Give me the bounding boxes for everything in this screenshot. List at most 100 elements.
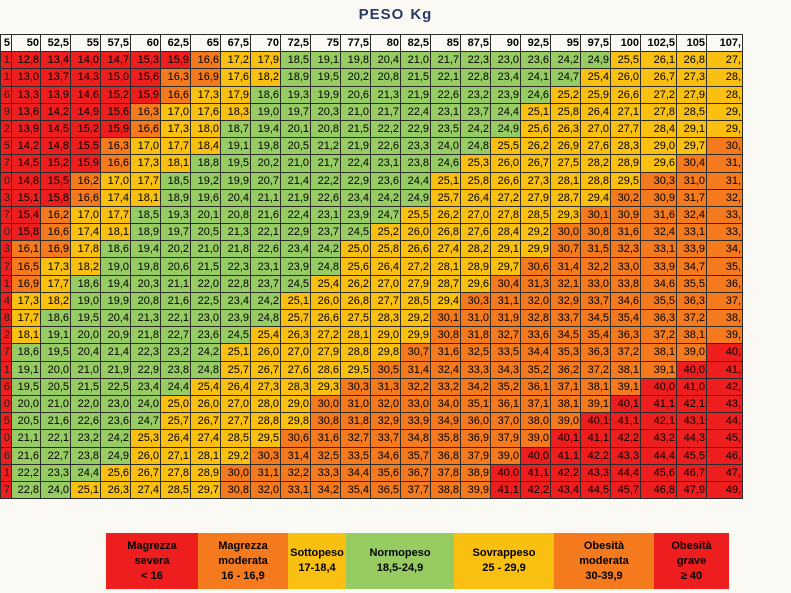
bmi-cell: 19,1 xyxy=(310,51,341,70)
bmi-cell: 29,9 xyxy=(400,326,431,345)
weight-header-cell: 52,5 xyxy=(40,33,71,53)
bmi-cell: 28,5 xyxy=(220,429,251,448)
bmi-cell: 19,1 xyxy=(40,326,71,345)
bmi-cell: 36,8 xyxy=(430,446,461,465)
bmi-cell: 20,4 xyxy=(100,308,131,328)
bmi-cell: 28,6 xyxy=(310,360,341,379)
bmi-cell: 26,1 xyxy=(640,51,677,70)
bmi-cell: 28,9 xyxy=(610,154,641,173)
bmi-cell: 17,3 xyxy=(190,85,221,104)
bmi-cell: 29,2 xyxy=(220,446,251,465)
bmi-cell: 15,8 xyxy=(11,223,41,242)
bmi-cell: 19,0 xyxy=(250,102,281,121)
bmi-cell: 35,2 xyxy=(520,360,551,379)
bmi-cell: 28,8 xyxy=(250,412,281,431)
bmi-cell: 21,3 xyxy=(220,223,251,242)
bmi-cell: 21,4 xyxy=(280,171,311,190)
bmi-cell: 19,7 xyxy=(160,223,191,242)
bmi-cell: 22,0 xyxy=(70,394,101,414)
bmi-cell: 29,3 xyxy=(550,205,581,225)
bmi-cell: 24,2 xyxy=(460,119,491,139)
bmi-cell: 19,8 xyxy=(340,51,371,70)
bmi-cell: 16,5 xyxy=(11,257,41,276)
bmi-cell: 21,9 xyxy=(340,137,371,156)
bmi-cell: 44, xyxy=(706,412,743,431)
bmi-cell: 25,0 xyxy=(160,394,191,414)
bmi-cell: 18,5 xyxy=(280,51,311,70)
height-cell: 1 xyxy=(0,463,12,482)
bmi-cell: 31,6 xyxy=(640,205,677,225)
legend-text: Sottopeso xyxy=(290,547,344,559)
legend-item-magrezza-moderata: Magrezza moderata 16 - 16,9 xyxy=(198,533,288,589)
bmi-cell: 28,0 xyxy=(250,394,281,414)
bmi-cell: 17,3 xyxy=(160,119,191,139)
bmi-cell: 16,9 xyxy=(40,240,71,259)
bmi-cell: 15,3 xyxy=(130,51,161,70)
table-row: 9 13,6 14,2 14,9 15,6 16,3 17,0 17,6 18,3 19,0 19,… xyxy=(0,102,743,121)
bmi-cell: 35,3 xyxy=(550,343,581,362)
bmi-cell: 35,8 xyxy=(430,429,461,448)
height-cell: 7 xyxy=(0,343,12,362)
bmi-cell: 29,7 xyxy=(190,480,221,500)
bmi-cell: 26,6 xyxy=(400,240,431,259)
bmi-cell: 23,1 xyxy=(310,205,341,225)
bmi-cell: 16,9 xyxy=(190,68,221,87)
bmi-cell: 46, xyxy=(706,446,743,465)
bmi-cell: 25,8 xyxy=(550,102,581,121)
bmi-cell: 27,7 xyxy=(610,119,641,139)
bmi-cell: 18,2 xyxy=(40,291,71,311)
legend-text: severa xyxy=(134,554,170,567)
bmi-cell: 34,2 xyxy=(460,377,491,396)
bmi-cell: 17,9 xyxy=(250,51,281,70)
bmi-cell: 27,4 xyxy=(430,240,461,259)
bmi-cell: 23,8 xyxy=(400,154,431,173)
bmi-cell: 22,1 xyxy=(160,308,191,328)
bmi-cell: 27,0 xyxy=(220,394,251,414)
height-cell: 0 xyxy=(0,394,12,414)
bmi-cell: 21,5 xyxy=(340,119,371,139)
legend-text: Sovrappeso xyxy=(472,547,536,559)
bmi-cell: 27,2 xyxy=(490,188,521,207)
bmi-cell: 17,4 xyxy=(70,223,101,242)
height-cell: 9 xyxy=(0,102,12,121)
bmi-cell: 34,8 xyxy=(400,429,431,448)
bmi-cell: 27,0 xyxy=(580,119,611,139)
bmi-cell: 17,6 xyxy=(220,68,251,87)
bmi-cell: 24,9 xyxy=(580,51,611,70)
bmi-cell: 26,3 xyxy=(280,326,311,345)
bmi-cell: 24,2 xyxy=(250,291,281,311)
bmi-cell: 18,1 xyxy=(11,326,41,345)
bmi-cell: 27,3 xyxy=(676,68,707,87)
bmi-cell: 24,6 xyxy=(520,85,551,104)
bmi-cell: 20,7 xyxy=(250,171,281,190)
bmi-cell: 25,4 xyxy=(310,274,341,293)
bmi-cell: 22,6 xyxy=(250,240,281,259)
bmi-cell: 19,8 xyxy=(250,137,281,156)
bmi-cell: 33,9 xyxy=(676,240,707,259)
bmi-cell: 31,4 xyxy=(550,257,581,276)
table-row: 5 20,5 21,6 22,6 23,6 24,7 25,7 26,7 27,7 28,8 29,… xyxy=(0,412,743,431)
bmi-cell: 27,9 xyxy=(520,188,551,207)
bmi-cell: 28,3 xyxy=(610,137,641,156)
bmi-cell: 20,5 xyxy=(40,377,71,396)
bmi-cell: 27,8 xyxy=(640,102,677,121)
bmi-cell: 18,1 xyxy=(130,188,161,207)
bmi-cell: 32,2 xyxy=(400,377,431,396)
bmi-cell: 42,2 xyxy=(550,463,581,482)
legend-text: grave xyxy=(676,554,707,567)
bmi-cell: 43,2 xyxy=(640,429,677,448)
bmi-cell: 22,6 xyxy=(370,137,401,156)
bmi-cell: 22,6 xyxy=(310,188,341,207)
bmi-cell: 25,7 xyxy=(220,360,251,379)
bmi-cell: 33,1 xyxy=(280,480,311,500)
bmi-cell: 12,8 xyxy=(11,51,41,70)
bmi-cell: 20,0 xyxy=(70,326,101,345)
bmi-cell: 16,6 xyxy=(190,51,221,70)
bmi-cell: 19,5 xyxy=(40,343,71,362)
bmi-cell: 25,4 xyxy=(580,68,611,87)
legend-item-obesita-grave: Obesità grave ≥ 40 xyxy=(654,533,729,589)
bmi-cell: 26,6 xyxy=(310,308,341,328)
bmi-cell: 27,0 xyxy=(280,343,311,362)
bmi-cell: 26,4 xyxy=(220,377,251,396)
bmi-cell: 27,3 xyxy=(520,171,551,190)
